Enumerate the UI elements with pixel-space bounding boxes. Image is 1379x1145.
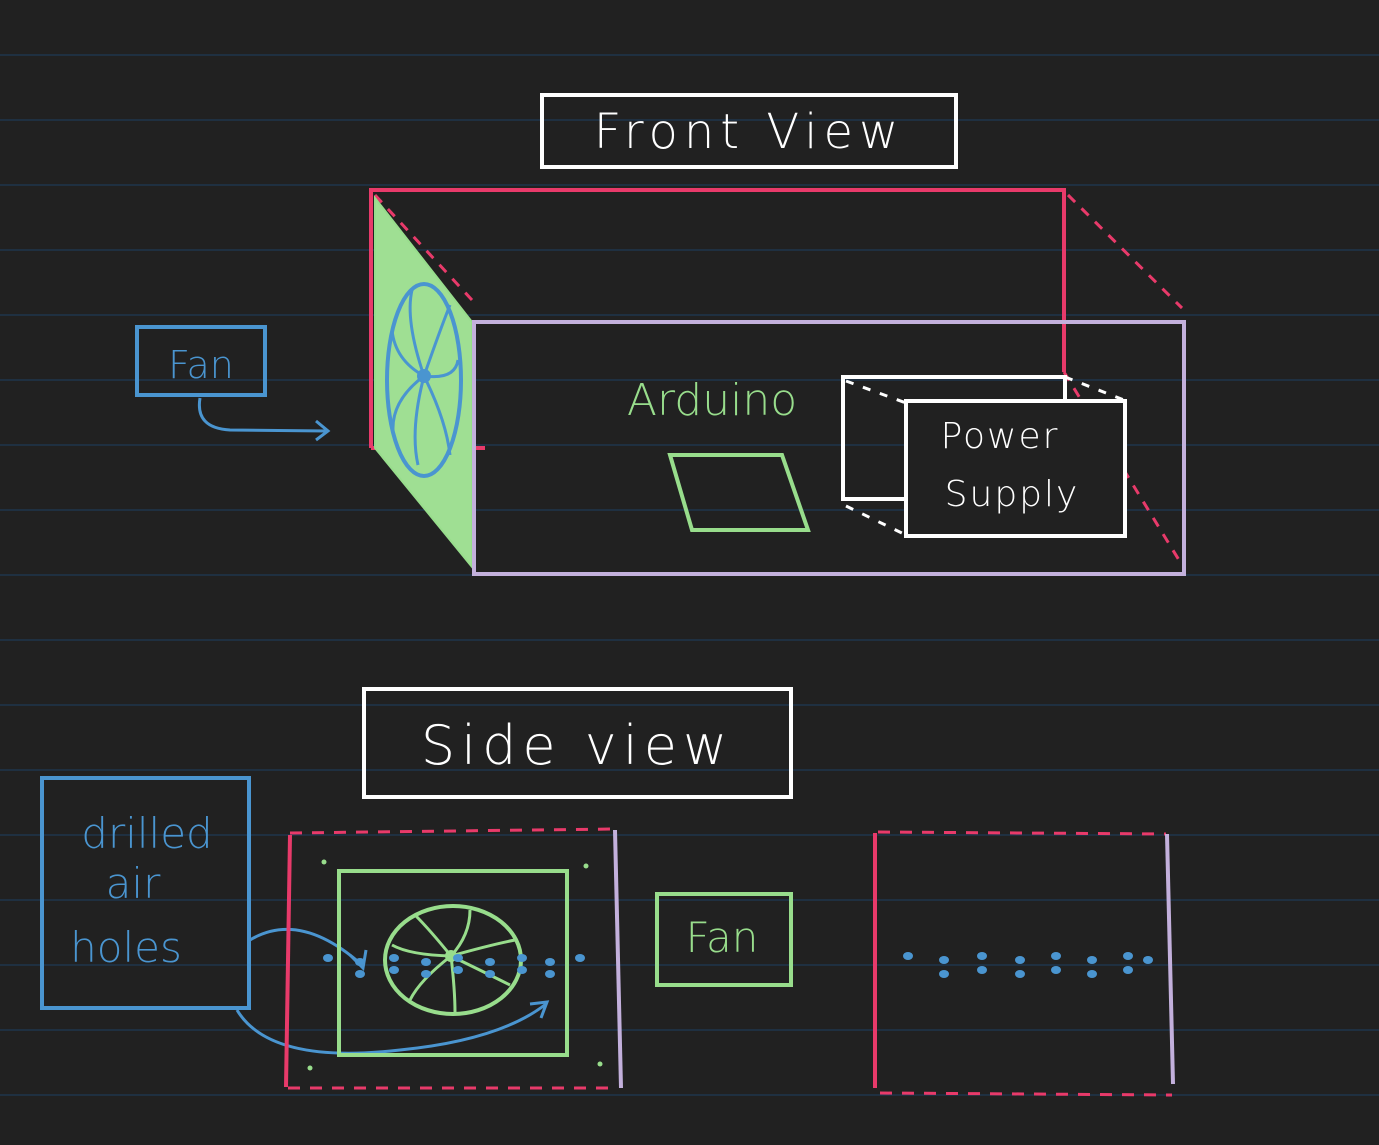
front-fan-callout: Fan (135, 325, 331, 442)
air-hole (1051, 966, 1061, 974)
air-hole (453, 966, 463, 974)
side-panel-vent-right-edge (1165, 833, 1175, 1085)
mount-hole (597, 1061, 603, 1067)
side-panel-fan-left-edge (284, 834, 292, 1088)
air-hole (1087, 956, 1097, 964)
air-holes-arrow-upper (249, 927, 363, 967)
side-view-title-frame (362, 687, 793, 799)
air-hole (545, 958, 555, 966)
side-fan-label: Fan (686, 913, 759, 962)
air-holes-callout: drilled air holes (40, 776, 550, 1055)
air-holes-label-line3: holes (70, 923, 182, 972)
air-hole (485, 970, 495, 978)
enclosure-depth-edge-left (373, 193, 474, 302)
air-hole (389, 954, 399, 962)
front-fan-hub (417, 369, 431, 383)
power-supply-edge-bl (845, 504, 907, 537)
air-hole (355, 970, 365, 978)
arduino: Arduino (627, 375, 811, 532)
power-supply-label-line2: Supply (945, 474, 1080, 515)
power-supply-edge-tl (845, 379, 907, 405)
air-hole (323, 954, 333, 962)
air-hole (939, 956, 949, 964)
air-hole (545, 970, 555, 978)
mount-hole (583, 863, 589, 869)
enclosure-depth-edge-top (1066, 193, 1184, 310)
side-view-title-box: Side view (362, 687, 793, 799)
side-fan-frame (337, 869, 569, 1057)
front-fan-icon (385, 282, 463, 478)
air-hole (1051, 952, 1061, 960)
air-hole (485, 958, 495, 966)
arduino-board (667, 453, 811, 532)
front-fan-blades (390, 289, 460, 466)
air-holes-arrowhead-lower-icon (529, 1000, 550, 1019)
air-hole (517, 954, 527, 962)
air-hole (939, 970, 949, 978)
side-panel-fan-right-edge (613, 829, 623, 1089)
side-panel-fan-top-edge (289, 827, 615, 835)
air-hole (1143, 956, 1153, 964)
side-panel-vent-top-edge (877, 830, 1167, 836)
front-view-title-frame (540, 93, 958, 169)
front-fan-label: Fan (168, 343, 234, 387)
air-hole (453, 954, 463, 962)
air-holes-label-line2: air (106, 859, 161, 908)
air-hole (517, 966, 527, 974)
power-supply-front-face (904, 399, 1127, 538)
air-holes-arrowhead-upper-icon (348, 949, 368, 972)
enclosure-back-edge (369, 188, 1066, 448)
air-hole (389, 966, 399, 974)
side-panel-vent (873, 830, 1175, 1097)
air-hole (1015, 970, 1025, 978)
side-view-title: Side view (421, 714, 733, 777)
air-hole (421, 970, 431, 978)
side-panel-fan (284, 827, 623, 1090)
front-fan-label-box (135, 325, 267, 397)
power-supply: Power Supply (841, 375, 1127, 538)
side-fan-blades (391, 909, 516, 1014)
air-hole (1123, 966, 1133, 974)
air-holes-arrow-lower (235, 1002, 547, 1055)
mount-hole (321, 859, 327, 865)
power-supply-label-line1: Power (941, 416, 1060, 457)
air-hole (421, 958, 431, 966)
air-hole (1123, 952, 1133, 960)
enclosure-front-outline (472, 320, 1186, 576)
side-panel-vent-bottom-edge (879, 1091, 1173, 1097)
air-holes-label-box (40, 776, 251, 1010)
air-hole (977, 966, 987, 974)
air-holes-row-right (903, 952, 1153, 978)
air-hole (575, 954, 585, 962)
front-view-title-box: Front View (540, 93, 958, 169)
fan-panel (374, 195, 473, 570)
side-fan-label-box (655, 892, 793, 987)
mount-hole (307, 1065, 313, 1071)
side-fan-callout: Fan (655, 892, 793, 987)
air-hole (977, 952, 987, 960)
front-view-title: Front View (594, 104, 905, 160)
front-fan-arrow (197, 397, 328, 433)
front-fan-arrowhead-icon (315, 419, 331, 442)
air-holes-label-line1: drilled (81, 809, 212, 858)
air-holes-row-left (323, 954, 585, 978)
air-hole (903, 952, 913, 960)
air-hole (1087, 970, 1097, 978)
arduino-label: Arduino (627, 375, 797, 426)
air-hole (355, 958, 365, 966)
air-hole (1015, 956, 1025, 964)
